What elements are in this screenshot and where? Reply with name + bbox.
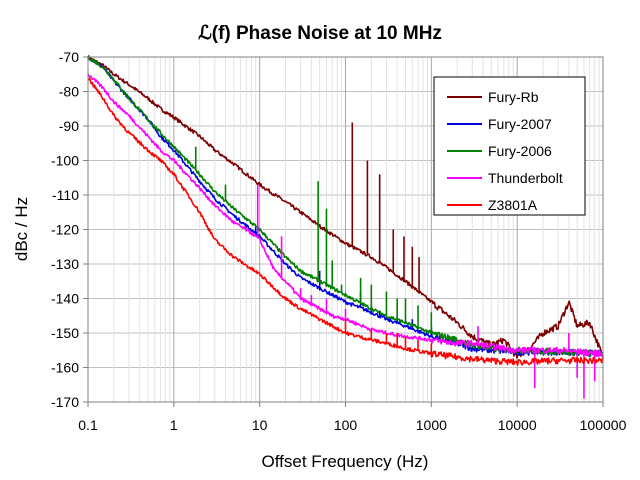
y-tick-label: -130 [51,256,79,272]
y-tick-label: -90 [59,118,79,134]
legend-label: Fury-2006 [488,143,552,159]
y-axis-ticks: -70 -80 -90 -100 -110 -120 -130 -140 -150 -160 -17… [51,49,88,410]
y-tick-label: -150 [51,325,79,341]
y-tick-label: -110 [52,187,79,203]
series-line-0 [87,55,604,359]
x-tick-label: 1000 [416,417,447,433]
y-tick-label: -170 [51,394,79,410]
y-tick-label: -160 [51,360,79,376]
x-axis-label: Offset Frequency (Hz) [262,452,429,471]
legend: Fury-Rb Fury-2007 Fury-2006 Thunderbolt Z380… [433,76,586,216]
legend-label: Fury-Rb [488,89,539,105]
y-tick-label: -70 [59,49,79,65]
x-axis-ticks: 0.1 1 10 100 1000 10000 100000 [78,402,627,433]
y-tick-label: -120 [51,222,79,238]
chart-title: ℒ(f) Phase Noise at 10 MHz [198,23,442,44]
legend-label: Thunderbolt [488,170,563,186]
x-tick-label: 10 [252,417,268,433]
x-tick-label: 10000 [498,417,537,433]
x-tick-label: 0.1 [78,417,98,433]
y-tick-label: -100 [51,153,79,169]
plot-border [87,56,604,403]
series-line-2 [87,55,604,357]
x-tick-label: 1 [170,417,178,433]
legend-label: Z3801A [488,197,538,213]
series-line-4 [87,77,604,366]
y-axis-label: dBc / Hz [12,197,31,261]
legend-box [433,76,586,216]
y-tick-label: -140 [51,291,79,307]
series-lines [87,55,604,399]
x-tick-label: 100000 [580,417,627,433]
x-tick-label: 100 [334,417,358,433]
y-tick-label: -80 [59,84,79,100]
legend-label: Fury-2007 [488,116,552,132]
